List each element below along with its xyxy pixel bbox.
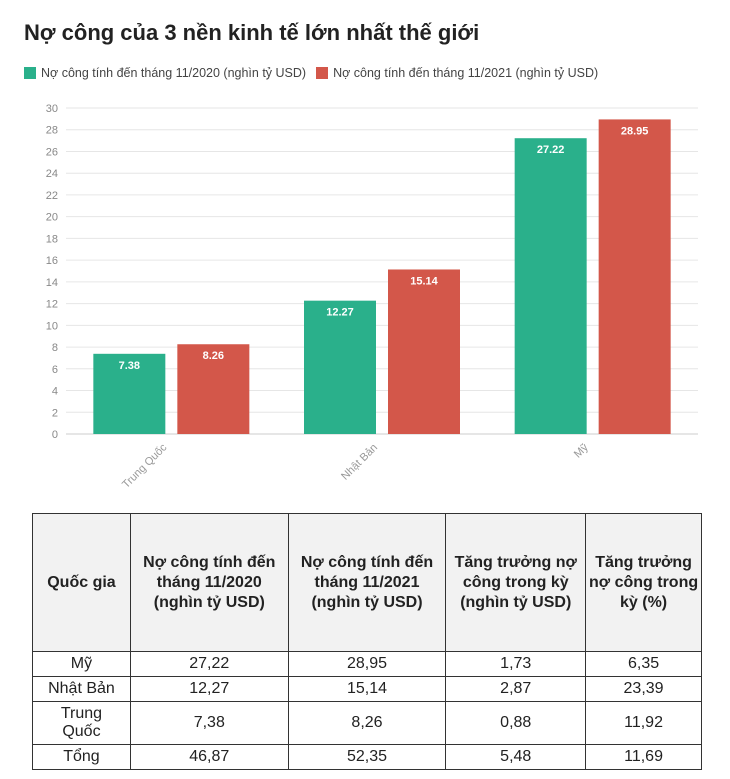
y-tick-label: 12 <box>46 299 58 311</box>
bar-value-label: 15.14 <box>410 275 438 287</box>
bar <box>93 353 166 434</box>
table-cell: 23,39 <box>585 676 702 702</box>
header-debt-2020: Nợ công tính đến tháng 11/2020 (nghìn tỷ… <box>129 513 289 652</box>
header-growth-percent: Tăng trưởng nợ công trong kỳ (%) <box>585 513 702 652</box>
header-growth-value: Tăng trưởng nợ công trong kỳ (nghìn tỷ U… <box>445 513 587 652</box>
header-country: Quốc gia <box>32 513 131 652</box>
bar-chart: 0246810121416182022242628307.388.26Trung… <box>46 103 698 491</box>
legend-label-2020: Nợ công tính đến tháng 11/2020 (nghìn tỷ… <box>41 66 307 80</box>
y-tick-label: 2 <box>52 407 58 419</box>
table-cell: 52,35 <box>287 744 447 770</box>
table-cell: 27,22 <box>129 651 289 677</box>
legend-swatch-2020 <box>24 67 36 79</box>
chart-legend: Nợ công tính đến tháng 11/2020 (nghìn tỷ… <box>24 66 598 80</box>
table-cell: 28,95 <box>287 651 447 677</box>
table-cell: Mỹ <box>32 651 131 677</box>
y-tick-label: 6 <box>52 364 58 376</box>
y-tick-label: 22 <box>46 190 58 202</box>
table-cell: 0,88 <box>445 701 587 745</box>
table-cell: 7,38 <box>129 701 289 745</box>
y-tick-label: 26 <box>46 146 58 158</box>
legend-swatch-2021 <box>316 67 329 79</box>
x-tick-label: Trung Quốc <box>120 441 170 491</box>
bar <box>388 269 460 434</box>
table-cell: 6,35 <box>585 651 702 677</box>
bar-value-label: 27.22 <box>537 144 565 156</box>
y-tick-label: 16 <box>46 255 58 267</box>
bar <box>177 344 250 434</box>
header-debt-2021: Nợ công tính đến tháng 11/2021 (nghìn tỷ… <box>287 513 447 652</box>
table-cell: 5,48 <box>445 744 587 770</box>
bar <box>514 138 587 434</box>
table-cell: Trung Quốc <box>32 701 131 745</box>
table-cell: 1,73 <box>445 651 587 677</box>
table-cell: 46,87 <box>129 744 289 770</box>
bar-value-label: 28.95 <box>621 125 649 137</box>
bar <box>304 300 376 434</box>
x-tick-label: Nhật Bản <box>339 442 380 483</box>
table-row: Trung Quốc 7,38 8,26 0,88 11,92 <box>32 701 702 745</box>
table-cell: 15,14 <box>287 676 447 702</box>
y-tick-label: 10 <box>46 320 58 332</box>
y-tick-label: 18 <box>46 233 58 245</box>
y-tick-label: 30 <box>46 103 58 115</box>
legend-item-2020[interactable]: Nợ công tính đến tháng 11/2020 (nghìn tỷ… <box>24 66 306 80</box>
table-cell: 12,27 <box>129 676 289 702</box>
bar-value-label: 8.26 <box>203 350 224 362</box>
y-tick-label: 14 <box>46 277 58 289</box>
y-tick-label: 24 <box>46 168 58 180</box>
table-row: Mỹ 27,22 28,95 1,73 6,35 <box>32 651 702 677</box>
y-tick-label: 20 <box>46 212 58 224</box>
table-cell: 8,26 <box>287 701 447 745</box>
legend-label-2021: Nợ công tính đến tháng 11/2021 (nghìn tỷ… <box>333 66 599 80</box>
bar-value-label: 7.38 <box>119 360 140 372</box>
table-cell: Nhật Bản <box>32 676 131 702</box>
y-tick-label: 28 <box>46 125 58 137</box>
table-cell: 2,87 <box>445 676 587 702</box>
y-tick-label: 8 <box>52 342 58 354</box>
table-row: Nhật Bản 12,27 15,14 2,87 23,39 <box>32 676 702 702</box>
debt-table: Quốc gia Nợ công tính đến tháng 11/2020 … <box>32 513 702 770</box>
legend-item-2021[interactable]: Nợ công tính đến tháng 11/2021 (nghìn tỷ… <box>316 66 598 80</box>
table-cell: Tổng <box>32 744 131 770</box>
chart-title: Nợ công của 3 nền kinh tế lớn nhất thế g… <box>24 20 480 45</box>
table-row: Tổng 46,87 52,35 5,48 11,69 <box>32 744 702 770</box>
x-tick-label: Mỹ <box>572 441 591 460</box>
table-cell: 11,69 <box>585 744 702 770</box>
table-cell: 11,92 <box>585 701 702 745</box>
table-header-row: Quốc gia Nợ công tính đến tháng 11/2020 … <box>32 513 702 652</box>
y-tick-label: 4 <box>52 386 58 398</box>
y-tick-label: 0 <box>52 429 58 441</box>
bar-value-label: 12.27 <box>326 307 354 319</box>
bar <box>598 119 671 434</box>
